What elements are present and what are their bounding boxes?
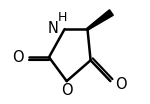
Polygon shape (87, 10, 113, 30)
Text: O: O (61, 83, 72, 98)
Text: N: N (48, 21, 58, 36)
Text: O: O (116, 77, 127, 92)
Text: H: H (58, 11, 67, 24)
Text: O: O (12, 50, 24, 65)
